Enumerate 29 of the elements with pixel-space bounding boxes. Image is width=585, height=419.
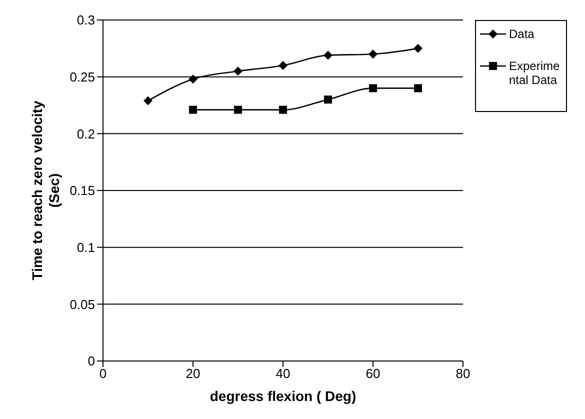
legend-label: Data [509, 27, 534, 41]
point [368, 50, 378, 59]
point [189, 106, 197, 114]
point [278, 60, 288, 70]
x-axis-title: degress flexion ( Deg) [210, 388, 356, 404]
point [234, 66, 242, 76]
point [324, 50, 332, 60]
y-tick-label: 0.1 [76, 240, 95, 255]
y-tick-label: 0.2 [76, 126, 95, 142]
x-tick-label: 20 [186, 366, 200, 382]
point [414, 84, 422, 92]
point [414, 44, 422, 53]
point [144, 96, 152, 106]
point [369, 84, 377, 92]
y-tick-label: 0 [88, 354, 95, 369]
point [324, 96, 332, 104]
point [279, 106, 287, 114]
y-tick-label: 0.25 [70, 69, 95, 84]
x-tick-label: 80 [456, 366, 470, 382]
y-tick-label: 0.05 [70, 296, 95, 312]
y-tick-label: 0.3 [76, 12, 95, 28]
legend-label: Experimental Data [509, 59, 561, 87]
y-tick-label: 0.15 [70, 183, 95, 198]
y-axis-title: Time to reach zero velocity (Sec) [29, 100, 62, 280]
point [188, 74, 198, 84]
point [234, 106, 242, 114]
x-tick-label: 0 [99, 366, 107, 382]
x-tick-label: 40 [276, 366, 290, 382]
x-tick-label: 60 [366, 366, 380, 382]
